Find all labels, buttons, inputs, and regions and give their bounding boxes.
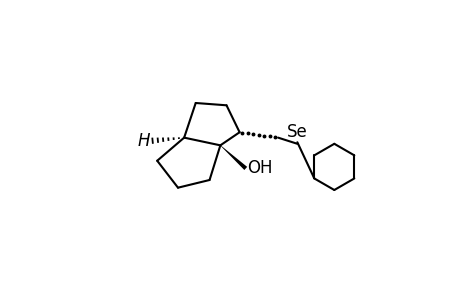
Polygon shape [220, 145, 246, 170]
Text: Se: Se [286, 123, 307, 141]
Text: H: H [138, 132, 150, 150]
Text: OH: OH [247, 159, 272, 177]
